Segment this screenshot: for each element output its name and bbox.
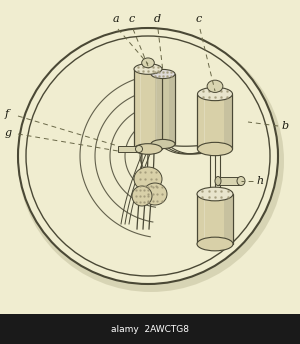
Polygon shape [155,69,162,149]
Ellipse shape [136,146,142,152]
Polygon shape [151,74,175,144]
Ellipse shape [134,144,162,154]
Ellipse shape [197,187,233,201]
FancyBboxPatch shape [0,314,300,344]
Polygon shape [134,69,162,149]
Text: d: d [153,14,161,24]
Ellipse shape [18,28,278,284]
Ellipse shape [132,186,152,206]
Ellipse shape [197,237,233,251]
Ellipse shape [26,36,270,276]
Text: c: c [196,14,202,24]
Text: b: b [282,121,289,131]
Ellipse shape [215,176,221,185]
Text: f: f [5,109,9,119]
Ellipse shape [151,139,175,149]
Polygon shape [118,146,138,152]
Polygon shape [197,94,232,149]
Ellipse shape [197,142,232,155]
Text: g: g [5,128,12,138]
Ellipse shape [143,183,167,205]
Text: c: c [129,14,135,24]
Ellipse shape [237,176,245,185]
Ellipse shape [18,30,284,292]
Ellipse shape [142,58,154,68]
Polygon shape [218,177,240,185]
Ellipse shape [207,80,223,93]
Polygon shape [224,194,233,244]
Ellipse shape [134,167,162,191]
Ellipse shape [151,69,175,78]
Polygon shape [224,94,233,149]
Polygon shape [197,194,233,244]
Text: h: h [256,176,263,186]
Text: a: a [113,14,119,24]
Text: alamy  2AWCTG8: alamy 2AWCTG8 [111,324,189,333]
Ellipse shape [134,64,162,74]
Polygon shape [169,74,175,144]
Ellipse shape [197,87,232,101]
